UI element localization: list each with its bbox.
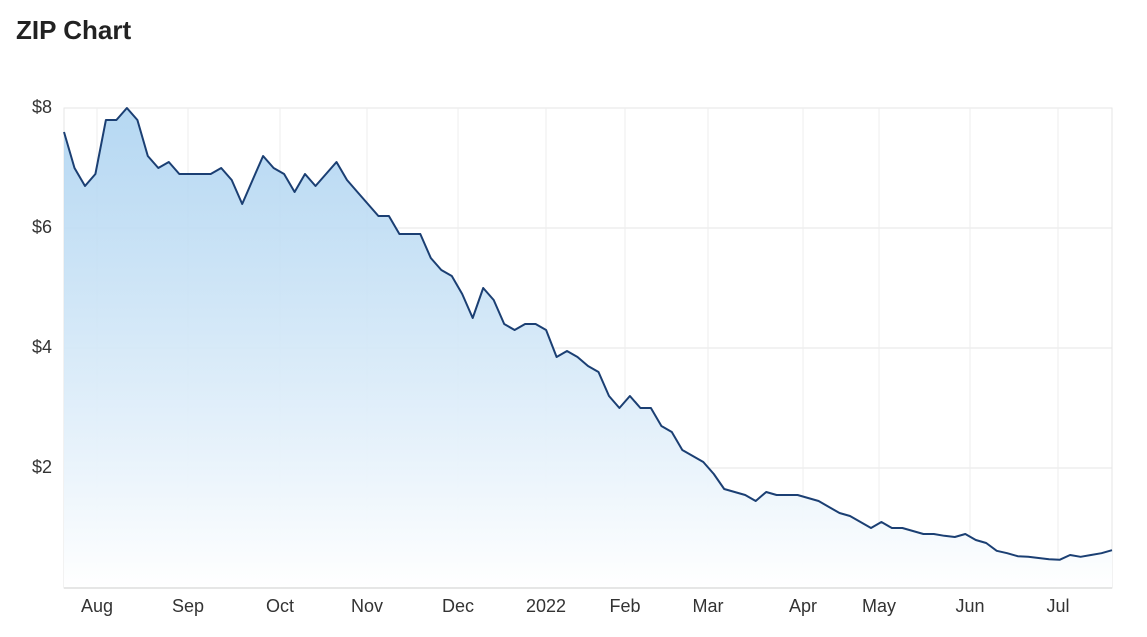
x-tick-label: Jul: [1047, 596, 1070, 616]
y-tick-label: $2: [32, 457, 52, 477]
x-tick-label: Apr: [789, 596, 817, 616]
x-tick-label: Jun: [955, 596, 984, 616]
x-tick-label: May: [862, 596, 896, 616]
x-tick-label: Dec: [442, 596, 474, 616]
x-tick-label: Feb: [609, 596, 640, 616]
price-line: [63, 107, 1113, 561]
chart-title: ZIP Chart: [16, 15, 131, 45]
x-tick-label: Sep: [172, 596, 204, 616]
x-tick-label: Mar: [692, 596, 723, 616]
area-fill: [64, 108, 1112, 588]
x-tick-label: Oct: [266, 596, 294, 616]
x-tick-label: Aug: [81, 596, 113, 616]
y-tick-label: $4: [32, 337, 52, 357]
y-tick-label: $8: [32, 97, 52, 117]
x-tick-label: 2022: [526, 596, 566, 616]
x-tick-label: Nov: [351, 596, 383, 616]
y-tick-label: $6: [32, 217, 52, 237]
